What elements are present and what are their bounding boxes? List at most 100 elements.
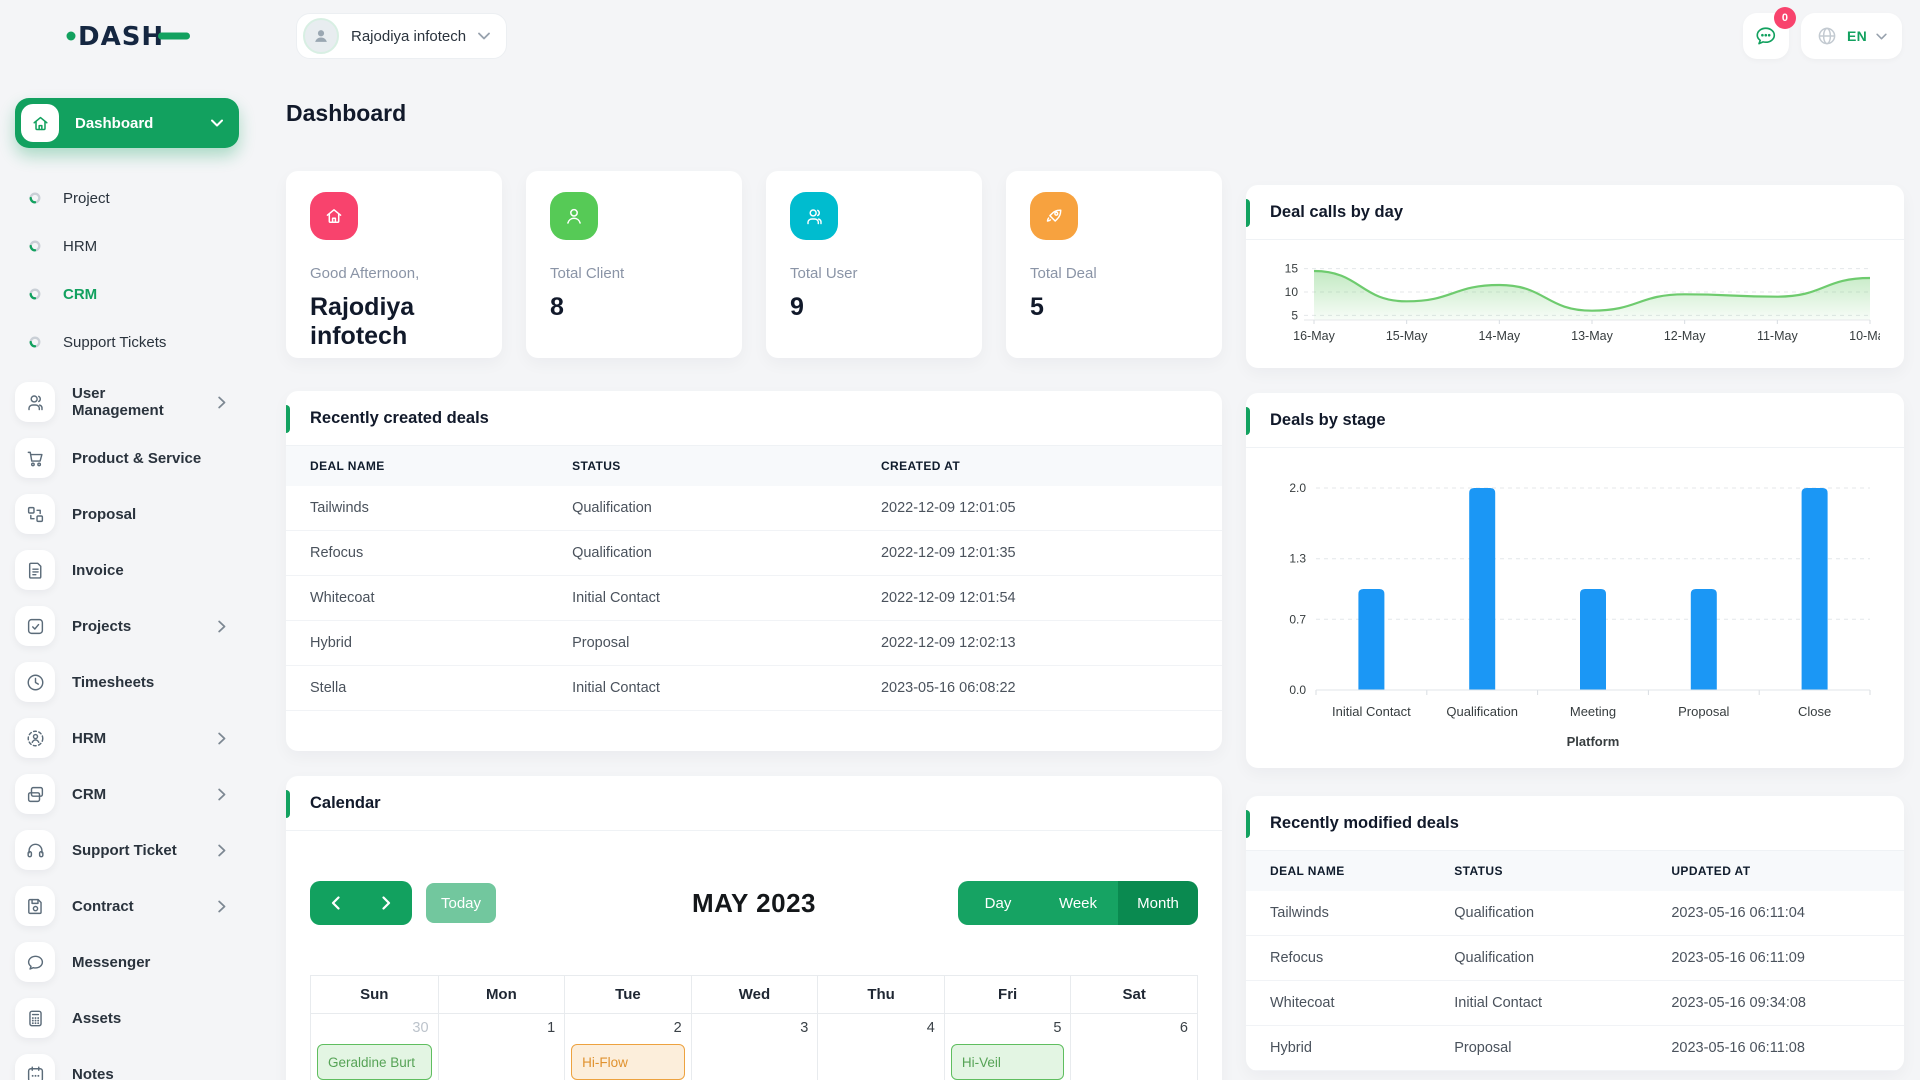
projects-icon <box>15 606 55 646</box>
sidebar-item-timesheets[interactable]: Timesheets <box>15 654 240 710</box>
sidebar-item-messenger[interactable]: Messenger <box>15 934 240 990</box>
proposal-icon <box>15 494 55 534</box>
column-header: Deal Name <box>1246 851 1431 891</box>
table-cell: 2023-05-16 06:11:09 <box>1647 935 1904 981</box>
svg-text:1.3: 1.3 <box>1289 552 1306 566</box>
workspace-selector[interactable]: Rajodiya infotech <box>296 13 508 59</box>
home-icon <box>310 192 358 240</box>
chevron-right-icon <box>218 788 226 800</box>
stat-card: Total User 9 <box>766 171 982 358</box>
sidebar-item-label: Contract <box>72 897 134 915</box>
calculator-icon <box>15 998 55 1038</box>
brand-logo[interactable]: DASH <box>66 15 191 57</box>
calendar-day-cell[interactable]: 2 Hi-Flow <box>564 1014 691 1080</box>
svg-text:15: 15 <box>1285 262 1299 276</box>
stat-label: Total User <box>790 265 858 282</box>
calendar-day-cell[interactable]: 4 <box>817 1014 944 1080</box>
sidebar-item-label: CRM <box>63 285 98 303</box>
sidebar-item-support-tickets[interactable]: Support Tickets <box>15 318 240 366</box>
sidebar-item-projects[interactable]: Projects <box>15 598 240 654</box>
table-cell: Whitecoat <box>1246 980 1431 1026</box>
calendar-event[interactable]: Geraldine Burt <box>317 1044 432 1080</box>
calendar-view-day-button[interactable]: Day <box>958 881 1038 925</box>
table-row[interactable]: Tailwinds Qualification 2023-05-16 06:11:0… <box>1246 891 1904 936</box>
page-title: Dashboard <box>286 100 407 126</box>
sidebar-item-hrm[interactable]: HRM <box>15 710 240 766</box>
svg-text:Close: Close <box>1798 704 1831 719</box>
sidebar-item-label: Proposal <box>72 505 137 523</box>
sidebar-item-crm[interactable]: CRM <box>15 766 240 822</box>
sidebar-item-product-service[interactable]: Product & Service <box>15 430 240 486</box>
calendar-event[interactable]: Hi-Veil <box>950 1044 1065 1080</box>
calendar-day-cell[interactable]: 3 <box>690 1014 818 1080</box>
chevron-right-icon <box>382 896 391 910</box>
table-row[interactable]: Whitecoat Initial Contact 2022-12-09 12:01… <box>286 575 1222 621</box>
calendar-today-button[interactable]: Today <box>426 883 497 923</box>
table-row[interactable]: Stella Initial Contact 2023-05-16 06:08:22 <box>286 665 1222 711</box>
sidebar-item-notes[interactable]: Notes <box>15 1046 240 1080</box>
sidebar-item-proposal[interactable]: Proposal <box>15 486 240 542</box>
language-code: EN <box>1846 28 1867 44</box>
calendar-prev-button[interactable] <box>310 881 361 925</box>
workspace-avatar <box>303 18 339 54</box>
sidebar-item-dashboard[interactable]: Dashboard <box>15 98 239 148</box>
table-row[interactable]: Hybrid Proposal 2023-05-16 06:11:08 <box>1246 1025 1904 1071</box>
table-row[interactable]: Hybrid Proposal 2022-12-09 12:02:13 <box>286 620 1222 666</box>
svg-text:2.0: 2.0 <box>1289 481 1306 495</box>
calendar-event[interactable]: Hi-Flow <box>571 1044 685 1080</box>
messages-button[interactable]: 0 <box>1742 7 1796 59</box>
calendar-view-switch: Day Week Month <box>958 881 1198 925</box>
weekday-header: Tue <box>564 976 691 1014</box>
notification-badge: 0 <box>1773 7 1796 29</box>
sidebar-item-hrm[interactable]: HRM <box>15 222 240 270</box>
svg-text:13-May: 13-May <box>1571 329 1613 343</box>
sidebar-item-crm[interactable]: CRM <box>15 270 240 318</box>
sidebar-item-support-ticket[interactable]: Support Ticket <box>15 822 240 878</box>
sidebar-item-label: Support Tickets <box>63 333 167 351</box>
table-cell: Whitecoat <box>286 575 549 621</box>
day-number: 3 <box>800 1020 809 1036</box>
progress-ring-icon <box>29 192 41 204</box>
workspace-name: Rajodiya infotech <box>351 27 467 45</box>
person-icon <box>315 30 327 42</box>
chevron-down-icon <box>478 32 490 40</box>
calendar-day-cell[interactable]: 1 <box>437 1014 565 1080</box>
table-row[interactable]: Refocus Qualification 2022-12-09 12:01:35 <box>286 530 1222 576</box>
svg-text:0.7: 0.7 <box>1289 612 1306 626</box>
calendar-next-button[interactable] <box>361 881 412 925</box>
sidebar-item-label: CRM <box>72 785 107 803</box>
language-selector[interactable]: EN <box>1800 13 1902 59</box>
sidebar-item-label: Product & Service <box>72 449 202 467</box>
calendar-card: Calendar MAY 2023 Today Day Week Month <box>286 776 1222 1080</box>
svg-text:12-May: 12-May <box>1664 329 1706 343</box>
table-row[interactable]: Whitecoat Initial Contact 2023-05-16 09:34… <box>1246 980 1904 1026</box>
svg-text:0.0: 0.0 <box>1289 683 1306 697</box>
sidebar-item-invoice[interactable]: Invoice <box>15 542 240 598</box>
chat-bubble-icon <box>1756 27 1776 45</box>
table-cell: 2023-05-16 09:34:08 <box>1647 980 1904 1026</box>
rocket-icon <box>1030 192 1078 240</box>
contract-icon <box>15 886 55 926</box>
table-row[interactable]: Tailwinds Qualification 2022-12-09 12:01:0… <box>286 486 1222 531</box>
sidebar-item-contract[interactable]: Contract <box>15 878 240 934</box>
progress-ring-icon <box>29 240 41 252</box>
calendar-view-month-button[interactable]: Month <box>1118 881 1198 925</box>
logo-text: DASH <box>78 22 164 52</box>
calendar-view-week-button[interactable]: Week <box>1038 881 1118 925</box>
calendar-day-cell[interactable]: 6 <box>1070 1014 1197 1080</box>
user-icon <box>550 192 598 240</box>
table-cell: 2022-12-09 12:01:05 <box>856 486 1222 531</box>
sidebar-item-user-management[interactable]: User Management <box>15 374 240 430</box>
weekday-header: Sun <box>311 976 438 1014</box>
home-icon <box>21 104 59 142</box>
table-row[interactable]: Refocus Qualification 2023-05-16 06:11:09 <box>1246 935 1904 981</box>
sidebar-item-assets[interactable]: Assets <box>15 990 240 1046</box>
logo-bar <box>158 32 190 40</box>
sidebar-item-label: Notes <box>72 1065 114 1080</box>
sidebar-item-label: Support Ticket <box>72 841 177 859</box>
sidebar-item-project[interactable]: Project <box>15 174 240 222</box>
table-cell: Initial Contact <box>548 665 857 711</box>
calendar-day-cell[interactable]: 30 Geraldine Burt <box>311 1014 438 1080</box>
calendar-day-cell[interactable]: 5 Hi-Veil <box>943 1014 1071 1080</box>
stat-value: 9 <box>790 293 804 321</box>
